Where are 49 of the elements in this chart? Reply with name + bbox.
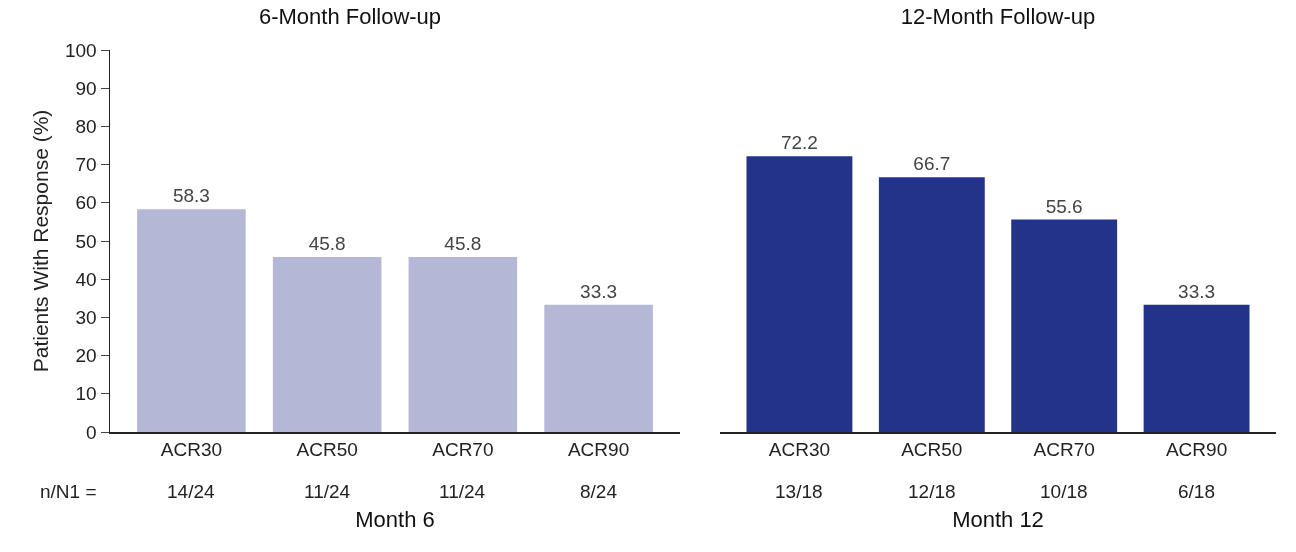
bar (137, 209, 246, 432)
chart-title: 12-Month Follow-up (900, 3, 1096, 29)
y-tick-label: 70 (75, 154, 97, 176)
text: 8/24 (580, 481, 618, 502)
x-tick-label: ACR70 (1033, 439, 1095, 461)
bar (1143, 304, 1250, 432)
y-tick-label: 80 (75, 116, 97, 138)
x-tick-label: ACR50 (296, 439, 358, 461)
data-label: 45.8 (444, 233, 482, 255)
x-axis-title: Month 12 (952, 506, 1044, 532)
bar (544, 304, 653, 432)
y-axis-title: Patients With Response (%) (29, 109, 53, 373)
data-label: 66.7 (913, 153, 951, 175)
data-label: 33.3 (1178, 280, 1216, 302)
x-tick-label: ACR90 (1165, 439, 1228, 461)
y-tick-label: 0 (86, 421, 97, 443)
text: 13/18 (775, 481, 823, 502)
text: 14/24 (167, 481, 215, 502)
y-tick-label: 20 (75, 345, 97, 367)
x-tick-label: ACR50 (901, 439, 963, 461)
y-tick-label: 30 (75, 307, 97, 329)
text: 11/24 (439, 481, 486, 502)
x-tick-label: ACR90 (567, 439, 630, 461)
y-tick-label: 60 (75, 192, 97, 214)
data-label: 72.2 (780, 132, 818, 154)
x-tick-label: ACR70 (432, 439, 494, 461)
bar (408, 257, 518, 432)
y-tick-label: 90 (75, 77, 97, 99)
data-label: 33.3 (580, 280, 618, 302)
bar (1011, 219, 1118, 432)
x-tick-label: ACR30 (768, 439, 831, 461)
text: 10/18 (1040, 481, 1088, 502)
chart-title: 6-Month Follow-up (258, 3, 442, 29)
x-axis-title: Month 6 (355, 506, 435, 532)
x-tick-label: ACR30 (160, 439, 223, 461)
data-label: 58.3 (172, 185, 210, 207)
y-tick-label: 40 (75, 268, 97, 290)
y-tick-label: 100 (65, 39, 97, 61)
bar (878, 177, 985, 432)
bar (746, 156, 853, 432)
text: 11/24 (304, 481, 351, 502)
bar (272, 257, 382, 432)
text: 12/18 (908, 481, 956, 502)
text: 6/18 (1178, 481, 1215, 502)
data-label: 55.6 (1045, 195, 1083, 217)
y-tick-label: 50 (75, 230, 97, 252)
text: n/N1 = (40, 481, 97, 502)
data-label: 45.8 (308, 233, 346, 255)
y-tick-label: 10 (75, 383, 97, 405)
